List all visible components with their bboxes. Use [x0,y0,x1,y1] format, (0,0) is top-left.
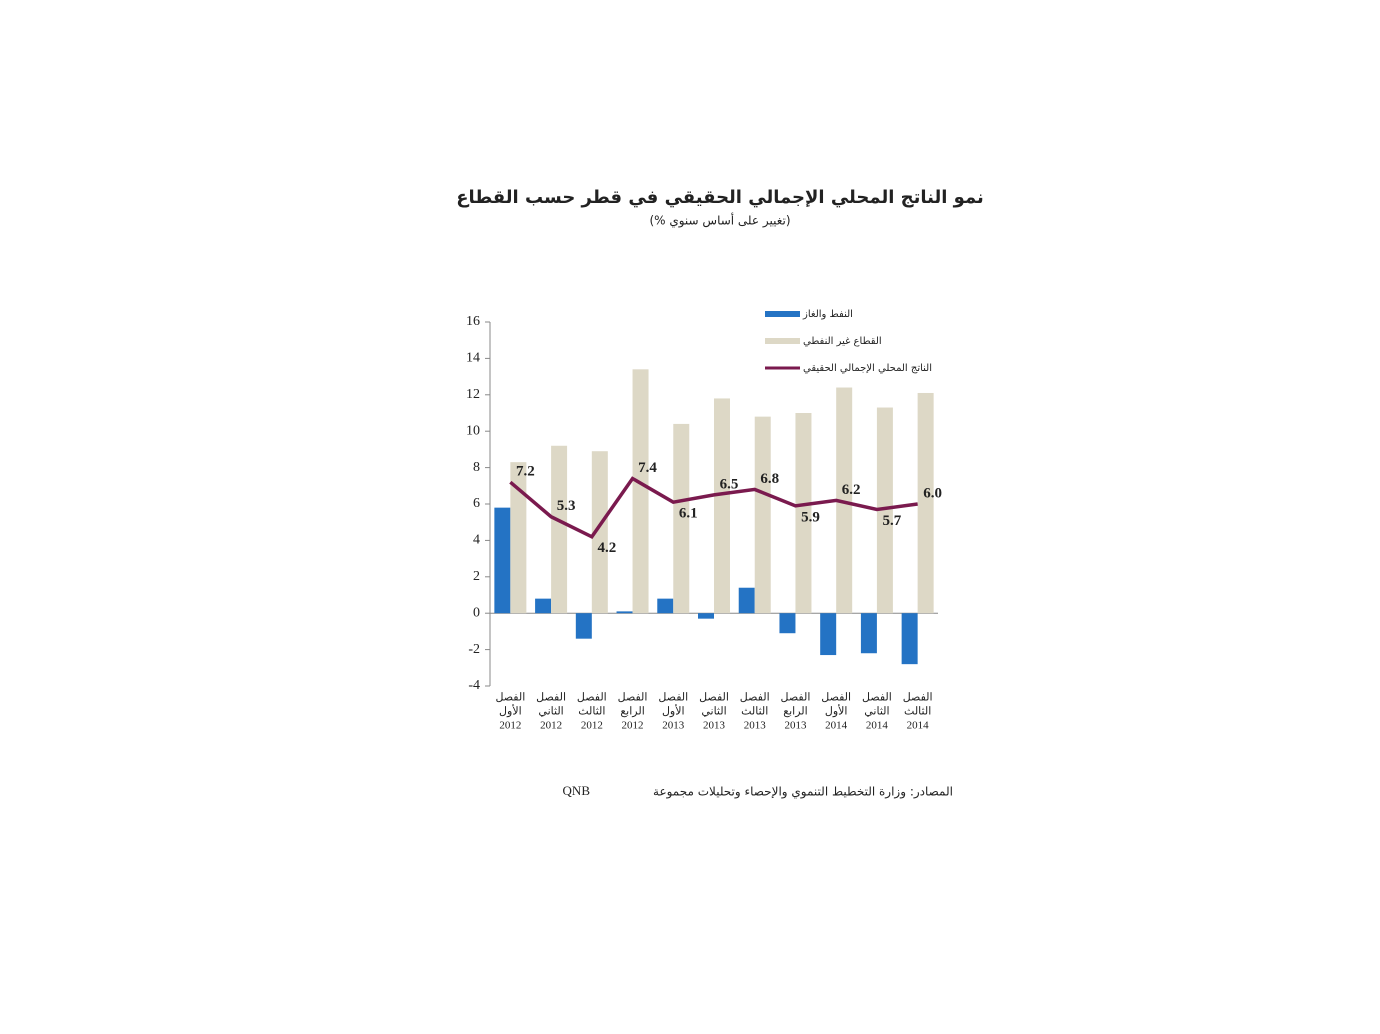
line [509,476,918,539]
x-tick-label: الثالث [578,706,605,718]
y-tick-label: -2 [468,642,480,657]
x-tick-label: الثالث [904,706,931,718]
x-tick-label: 2013 [784,720,807,732]
bar [510,462,527,614]
data-label: 6.2 [842,482,861,498]
x-tick-label: الرابع [783,706,807,718]
x-tick-label: 2013 [744,720,767,732]
y-tick-label: 2 [473,569,480,584]
legend-label: النفط والغاز [802,309,853,320]
x-tick-label: الفصل [495,692,525,704]
y-tick-label: 0 [473,605,480,620]
bar [714,398,730,614]
y-tick-label: 8 [473,460,480,475]
bar [494,507,511,614]
y-tick-label: -4 [468,678,480,693]
data-label: 5.9 [801,509,820,525]
x-tick-label: 2012 [581,720,603,732]
bar [754,416,771,614]
data-label: 6.0 [923,485,942,501]
legend-label: القطاع غير النفطي [803,336,882,347]
bar [917,392,934,614]
source: المصادر: وزارة التخطيط التنموي والإحصاء … [653,785,953,800]
bar [698,613,714,619]
x-tick-label: الثاني [864,706,889,718]
data-label: 7.4 [638,460,657,476]
data-label: 6.8 [760,471,779,487]
x-tick-label: 2012 [622,720,644,732]
x-tick-label: الفصل [536,692,566,704]
data-label: 6.1 [679,506,698,522]
x-tick-label: الفصل [577,692,607,704]
legend-label: الناتج المحلي الإجمالي الحقيقي [803,363,932,374]
x-tick-label: الرابع [620,706,644,718]
legend-swatch [765,338,800,344]
x-tick-label: الأول [825,704,848,718]
bar [860,613,877,654]
data-label: 5.3 [557,498,576,514]
x-tick-label: الثاني [538,706,563,718]
chart-title: نمو الناتج المحلي الإجمالي الحقيقي في قط… [456,187,984,208]
x-tick-label: 2014 [907,720,930,732]
x-tick-label: الفصل [740,692,770,704]
data-label: 5.7 [883,513,902,529]
bar [738,587,755,614]
x-tick-label: الفصل [699,692,729,704]
x-tick-label: الفصل [862,692,892,704]
x-tick-label: الأول [499,704,522,718]
bar [591,451,608,614]
x-tick-label: 2014 [825,720,848,732]
bar [616,611,633,614]
y-tick-label: 10 [466,423,480,438]
y-tick-label: 6 [473,496,480,511]
bar [551,445,568,614]
x-tick-label: الفصل [658,692,688,704]
bar [657,598,674,614]
legend-swatch [765,311,800,317]
x-tick-label: الفصل [903,692,933,704]
data-label: 4.2 [597,540,616,556]
bar [820,613,837,656]
bar [535,598,552,614]
bar [901,613,918,665]
bar [632,369,649,614]
y-tick-label: 4 [473,533,480,548]
data-label: 7.2 [516,464,535,480]
source-org: QNB [563,783,591,798]
y-tick-label: 16 [466,314,480,329]
x-tick-label: الفصل [821,692,851,704]
bar [779,613,796,634]
y-tick-label: 12 [466,387,480,402]
y-tick-label: 14 [466,351,480,366]
x-tick-label: الفصل [781,692,811,704]
x-tick-label: الثالث [741,706,768,718]
x-tick-label: 2014 [866,720,889,732]
x-tick-label: الفصل [618,692,648,704]
x-tick-label: الأول [662,704,685,718]
data-label: 6.5 [720,476,739,492]
chart-subtitle: (% تغيير على أساس سنوي) [649,213,790,229]
bar [795,413,812,614]
x-tick-label: 2013 [703,720,726,732]
x-tick-label: 2013 [662,720,685,732]
x-tick-label: 2012 [499,720,521,732]
x-tick-label: الثاني [701,706,726,718]
bar [673,423,690,614]
bar [876,407,893,614]
bar [575,613,592,639]
x-tick-label: 2012 [540,720,562,732]
